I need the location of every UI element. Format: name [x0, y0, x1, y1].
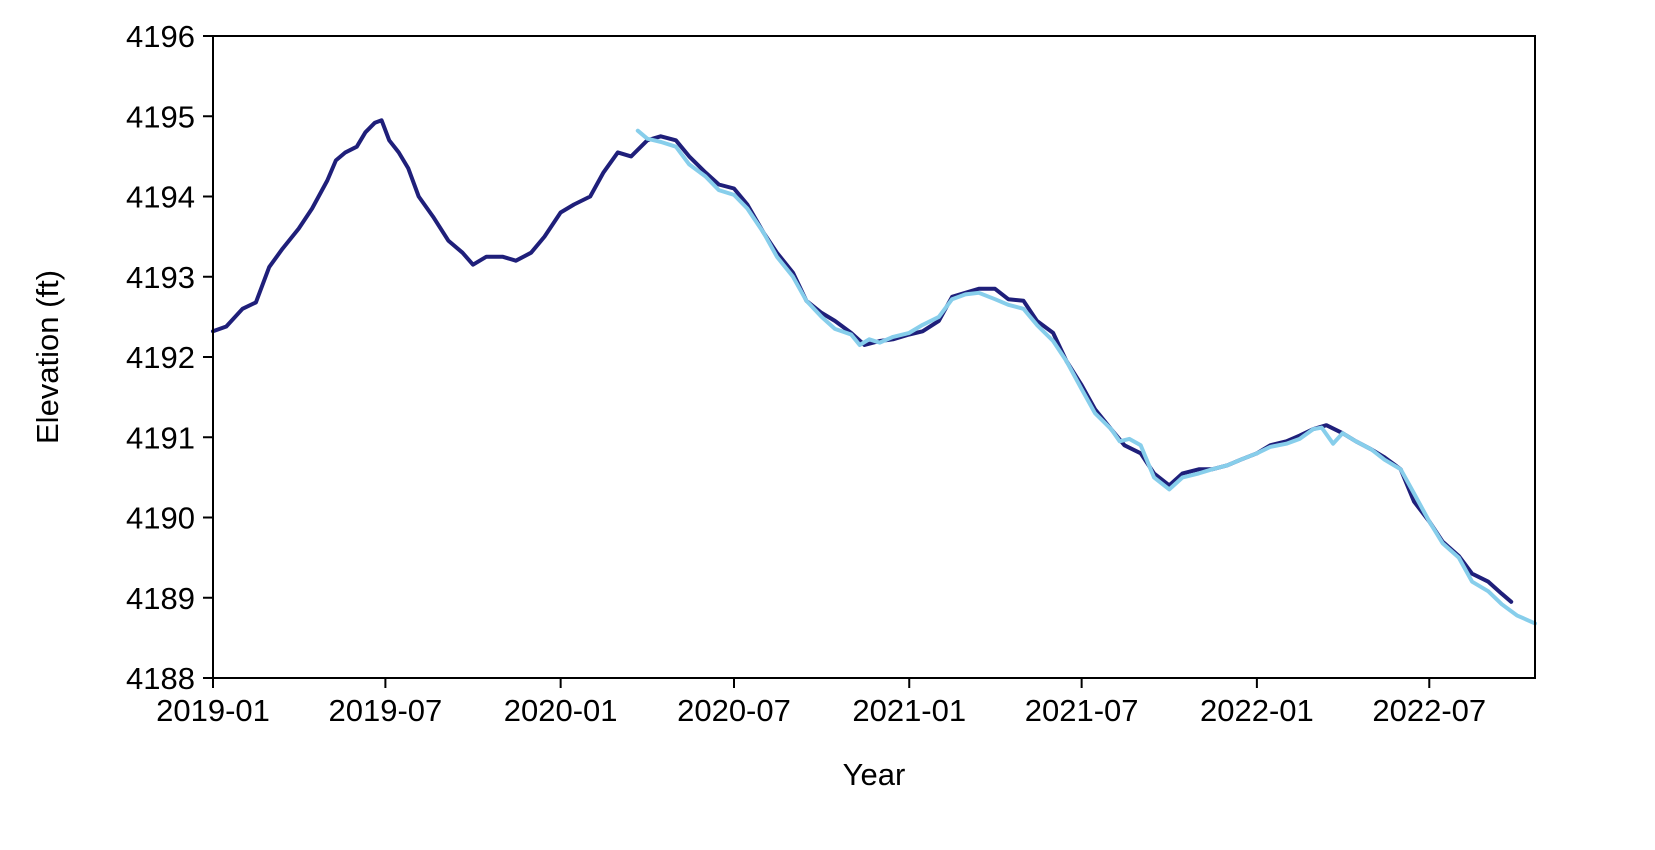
y-tick-label: 4188	[126, 661, 195, 696]
y-tick-label: 4194	[126, 180, 195, 215]
y-tick-label: 4190	[126, 501, 195, 536]
y-tick-label: 4191	[126, 420, 195, 455]
y-tick-label: 4193	[126, 260, 195, 295]
series-layer	[211, 118, 1537, 626]
x-axis-label: Year	[843, 757, 906, 792]
x-tick-label: 2022-01	[1200, 693, 1314, 728]
y-axis: 4188 4189 4190 4191 4192 4193 4194 4195 4196	[126, 19, 213, 696]
series-line-2	[635, 128, 1537, 626]
x-tick-label: 2019-01	[156, 693, 270, 728]
x-tick-label: 2021-07	[1025, 693, 1139, 728]
x-tick-label: 2021-01	[852, 693, 966, 728]
x-tick-label: 2022-07	[1372, 693, 1486, 728]
series-line-1	[211, 118, 1514, 604]
x-axis: 2019-01 2019-07 2020-01 2020-07 2021-01 2021-…	[156, 678, 1486, 728]
y-tick-label: 4192	[126, 340, 195, 375]
y-axis-label: Elevation (ft)	[30, 270, 65, 444]
y-tick-label: 4195	[126, 99, 195, 134]
x-tick-label: 2020-01	[504, 693, 618, 728]
x-tick-label: 2020-07	[677, 693, 791, 728]
x-tick-label: 2019-07	[329, 693, 443, 728]
y-tick-label: 4189	[126, 581, 195, 616]
y-tick-label: 4196	[126, 19, 195, 54]
